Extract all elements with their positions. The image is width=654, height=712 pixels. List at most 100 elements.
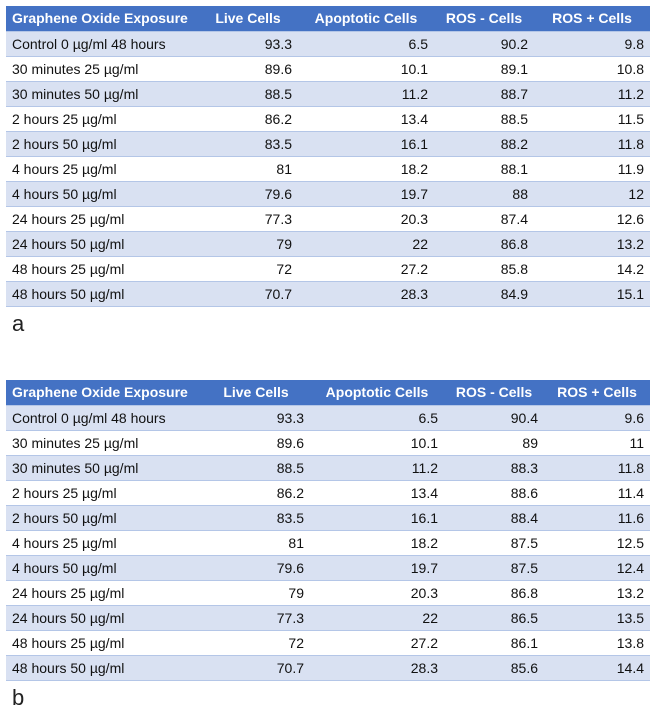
table-row: Control 0 µg/ml 48 hours 93.3 6.5 90.4 9.6 [6, 405, 650, 431]
row-label: 24 hours 50 µg/ml [6, 231, 198, 257]
value-cell: 86.8 [434, 231, 534, 257]
value-cell: 11.8 [534, 131, 650, 157]
value-cell: 89.6 [202, 430, 310, 456]
value-cell: 81 [198, 156, 298, 182]
value-cell: 14.2 [534, 256, 650, 282]
row-label: 2 hours 25 µg/ml [6, 480, 202, 506]
value-cell: 11.2 [310, 455, 444, 481]
table-row: 30 minutes 50 µg/ml 88.5 11.2 88.7 11.2 [6, 81, 650, 107]
value-cell: 88.5 [198, 81, 298, 107]
header-cell: Live Cells [202, 380, 310, 406]
table-row: 48 hours 50 µg/ml 70.7 28.3 85.6 14.4 [6, 655, 650, 681]
value-cell: 86.8 [444, 580, 544, 606]
value-cell: 70.7 [202, 655, 310, 681]
value-cell: 11.6 [544, 505, 650, 531]
value-cell: 89 [444, 430, 544, 456]
row-label: 4 hours 50 µg/ml [6, 181, 198, 207]
value-cell: 20.3 [298, 206, 434, 232]
header-cell: Graphene Oxide Exposure [6, 6, 198, 32]
row-label: 2 hours 25 µg/ml [6, 106, 198, 132]
value-cell: 11 [544, 430, 650, 456]
table-header: Graphene Oxide Exposure Live Cells Apoptot… [6, 380, 650, 406]
value-cell: 88.7 [434, 81, 534, 107]
value-cell: 12 [534, 181, 650, 207]
value-cell: 12.5 [544, 530, 650, 556]
row-label: 30 minutes 25 µg/ml [6, 430, 202, 456]
value-cell: 27.2 [298, 256, 434, 282]
value-cell: 16.1 [298, 131, 434, 157]
value-cell: 90.4 [444, 405, 544, 431]
value-cell: 9.8 [534, 31, 650, 57]
value-cell: 79 [202, 580, 310, 606]
value-cell: 11.9 [534, 156, 650, 182]
value-cell: 87.4 [434, 206, 534, 232]
value-cell: 6.5 [310, 405, 444, 431]
header-cell: ROS + Cells [534, 6, 650, 32]
table-row: 4 hours 25 µg/ml 81 18.2 87.5 12.5 [6, 530, 650, 556]
header-row: Graphene Oxide Exposure Live Cells Apoptot… [6, 6, 650, 32]
table-block: Graphene Oxide Exposure Live Cells Apoptot… [6, 380, 650, 711]
value-cell: 87.5 [444, 555, 544, 581]
value-cell: 12.6 [534, 206, 650, 232]
value-cell: 10.1 [310, 430, 444, 456]
value-cell: 79.6 [198, 181, 298, 207]
value-cell: 87.5 [444, 530, 544, 556]
table-row: 24 hours 50 µg/ml 79 22 86.8 13.2 [6, 231, 650, 257]
table-body: Control 0 µg/ml 48 hours 93.3 6.5 90.2 9.8 30… [6, 31, 650, 307]
value-cell: 88 [434, 181, 534, 207]
value-cell: 89.1 [434, 56, 534, 82]
table-row: 4 hours 50 µg/ml 79.6 19.7 88 12 [6, 181, 650, 207]
table-row: 24 hours 25 µg/ml 79 20.3 86.8 13.2 [6, 580, 650, 606]
table-row: 30 minutes 25 µg/ml 89.6 10.1 89.1 10.8 [6, 56, 650, 82]
data-table: Graphene Oxide Exposure Live Cells Apoptot… [6, 380, 650, 681]
value-cell: 83.5 [202, 505, 310, 531]
value-cell: 13.4 [298, 106, 434, 132]
table-row: 48 hours 25 µg/ml 72 27.2 85.8 14.2 [6, 256, 650, 282]
header-cell: ROS + Cells [544, 380, 650, 406]
value-cell: 19.7 [310, 555, 444, 581]
panel-label: a [12, 310, 25, 336]
value-cell: 11.8 [544, 455, 650, 481]
row-label: 30 minutes 50 µg/ml [6, 81, 198, 107]
table-row: 30 minutes 50 µg/ml 88.5 11.2 88.3 11.8 [6, 455, 650, 481]
row-label: 30 minutes 50 µg/ml [6, 455, 202, 481]
value-cell: 11.2 [534, 81, 650, 107]
header-cell: Apoptotic Cells [310, 380, 444, 406]
value-cell: 85.6 [444, 655, 544, 681]
value-cell: 13.4 [310, 480, 444, 506]
value-cell: 88.2 [434, 131, 534, 157]
value-cell: 90.2 [434, 31, 534, 57]
value-cell: 93.3 [202, 405, 310, 431]
value-cell: 19.7 [298, 181, 434, 207]
value-cell: 72 [198, 256, 298, 282]
value-cell: 89.6 [198, 56, 298, 82]
value-cell: 88.5 [202, 455, 310, 481]
value-cell: 86.2 [198, 106, 298, 132]
row-label: 4 hours 25 µg/ml [6, 530, 202, 556]
value-cell: 88.5 [434, 106, 534, 132]
value-cell: 77.3 [202, 605, 310, 631]
table-body: Control 0 µg/ml 48 hours 93.3 6.5 90.4 9.6 30… [6, 405, 650, 681]
row-label: 4 hours 25 µg/ml [6, 156, 198, 182]
value-cell: 84.9 [434, 281, 534, 307]
value-cell: 6.5 [298, 31, 434, 57]
value-cell: 18.2 [310, 530, 444, 556]
table-row: 48 hours 25 µg/ml 72 27.2 86.1 13.8 [6, 630, 650, 656]
table-row: 4 hours 25 µg/ml 81 18.2 88.1 11.9 [6, 156, 650, 182]
table-row: 24 hours 25 µg/ml 77.3 20.3 87.4 12.6 [6, 206, 650, 232]
table-row: 30 minutes 25 µg/ml 89.6 10.1 89 11 [6, 430, 650, 456]
value-cell: 13.2 [534, 231, 650, 257]
value-cell: 18.2 [298, 156, 434, 182]
row-label: 48 hours 25 µg/ml [6, 630, 202, 656]
header-cell: Graphene Oxide Exposure [6, 380, 202, 406]
value-cell: 88.3 [444, 455, 544, 481]
value-cell: 12.4 [544, 555, 650, 581]
value-cell: 86.1 [444, 630, 544, 656]
row-label: 30 minutes 25 µg/ml [6, 56, 198, 82]
header-cell: Apoptotic Cells [298, 6, 434, 32]
value-cell: 20.3 [310, 580, 444, 606]
row-label: 48 hours 50 µg/ml [6, 655, 202, 681]
table-row: 2 hours 50 µg/ml 83.5 16.1 88.4 11.6 [6, 505, 650, 531]
value-cell: 22 [310, 605, 444, 631]
value-cell: 28.3 [298, 281, 434, 307]
